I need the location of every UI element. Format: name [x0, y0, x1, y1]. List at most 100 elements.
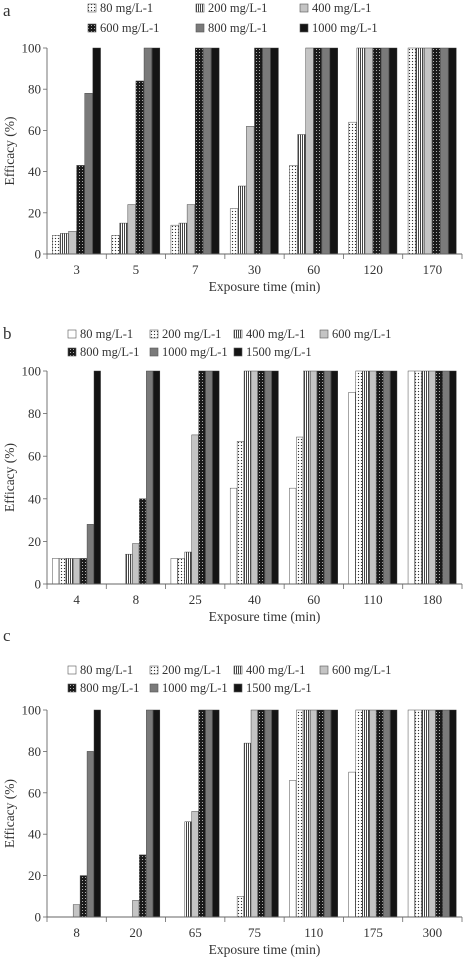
- bar: [323, 370, 331, 585]
- bar: [211, 47, 220, 255]
- bar: [52, 235, 61, 255]
- panel-label: b: [3, 324, 12, 343]
- bar: [68, 231, 77, 255]
- bar: [435, 370, 443, 585]
- x-tick-label: 5: [133, 262, 140, 277]
- x-tick-label: 110: [364, 592, 383, 607]
- bar: [271, 370, 279, 585]
- bar: [440, 47, 449, 255]
- panel-label: c: [3, 626, 11, 645]
- bar: [194, 47, 204, 255]
- bar: [289, 780, 297, 918]
- bar: [170, 558, 178, 585]
- x-tick-label: 300: [423, 925, 443, 940]
- legend-swatch: [319, 665, 329, 675]
- legend-label: 400 mg/L-1: [312, 1, 371, 15]
- x-tick-label: 60: [307, 592, 320, 607]
- bar: [60, 233, 69, 255]
- bar: [317, 370, 325, 585]
- legend-label: 1000 mg/L-1: [162, 345, 228, 359]
- legend-swatch: [149, 665, 159, 675]
- bar: [93, 709, 101, 918]
- bar: [184, 551, 192, 585]
- bar: [289, 165, 298, 255]
- bar: [250, 370, 258, 585]
- bar: [119, 222, 128, 255]
- bar: [132, 543, 140, 585]
- bar: [238, 185, 247, 255]
- legend-swatch: [299, 3, 309, 13]
- bar: [151, 47, 161, 255]
- y-tick-label: 100: [22, 703, 42, 718]
- bar: [127, 204, 136, 255]
- y-tick-label: 60: [28, 123, 41, 138]
- bar: [348, 771, 356, 918]
- x-tick-label: 180: [423, 592, 443, 607]
- legend-swatch: [319, 329, 329, 339]
- legend-swatch: [149, 347, 159, 357]
- bar: [79, 875, 87, 918]
- bar: [414, 370, 422, 585]
- x-axis-title: Exposure time (min): [209, 942, 321, 957]
- bar: [66, 558, 73, 585]
- bar: [310, 370, 318, 585]
- y-tick-label: 40: [28, 164, 41, 179]
- bar: [86, 751, 94, 918]
- x-tick-label: 120: [363, 262, 383, 277]
- bar: [364, 47, 373, 255]
- bar: [229, 208, 239, 255]
- bar: [243, 742, 251, 918]
- x-tick-label: 75: [248, 925, 261, 940]
- legend-label: 200 mg/L-1: [162, 327, 221, 341]
- legend-label: 200 mg/L-1: [208, 1, 267, 15]
- bar: [390, 370, 398, 585]
- bar: [59, 558, 67, 585]
- legend-swatch: [87, 23, 97, 33]
- bar: [296, 436, 304, 585]
- bar: [52, 558, 60, 585]
- legend-swatch: [299, 23, 309, 33]
- bar: [383, 370, 391, 585]
- legend-label: 800 mg/L-1: [208, 21, 267, 35]
- y-tick-label: 60: [28, 785, 41, 800]
- x-tick-label: 8: [73, 925, 80, 940]
- legend-swatch: [67, 329, 77, 339]
- legend-swatch: [67, 683, 77, 693]
- bar: [428, 370, 436, 585]
- bar: [303, 370, 311, 585]
- legend-swatch: [149, 683, 159, 693]
- bar: [153, 709, 161, 918]
- bar: [205, 370, 213, 585]
- x-tick-label: 3: [73, 262, 80, 277]
- legend-label: 400 mg/L-1: [246, 663, 305, 677]
- panel-c: c 80 mg/L-1 200 mg/L-1 400 mg/L-1 600 mg/L-1…: [2, 626, 463, 957]
- legend-swatch: [233, 665, 243, 675]
- y-tick-label: 0: [35, 247, 42, 262]
- legend-label: 800 mg/L-1: [80, 345, 139, 359]
- bar: [435, 709, 443, 918]
- bar: [264, 709, 272, 918]
- bar: [407, 709, 415, 918]
- legend-label: 1500 mg/L-1: [246, 681, 312, 695]
- y-axis-title: Efficacy (%): [2, 116, 17, 185]
- legend-swatch: [233, 683, 243, 693]
- y-tick-label: 40: [28, 491, 41, 506]
- bar: [84, 93, 93, 255]
- legend-label: 80 mg/L-1: [100, 1, 153, 15]
- bar: [153, 370, 161, 585]
- y-tick-label: 0: [35, 910, 42, 925]
- bar: [313, 47, 322, 255]
- bar: [271, 709, 279, 918]
- bar: [362, 370, 370, 585]
- bar: [303, 709, 311, 918]
- x-tick-label: 30: [248, 262, 261, 277]
- bar: [243, 370, 251, 585]
- bar: [262, 47, 271, 255]
- bar: [415, 47, 425, 255]
- bar: [321, 47, 330, 255]
- bar: [383, 709, 391, 918]
- x-tick-label: 40: [248, 592, 261, 607]
- bar: [72, 558, 80, 585]
- bar: [146, 709, 154, 918]
- bar: [376, 370, 384, 585]
